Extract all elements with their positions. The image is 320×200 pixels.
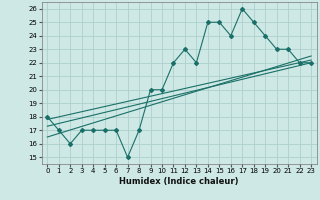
X-axis label: Humidex (Indice chaleur): Humidex (Indice chaleur) [119, 177, 239, 186]
